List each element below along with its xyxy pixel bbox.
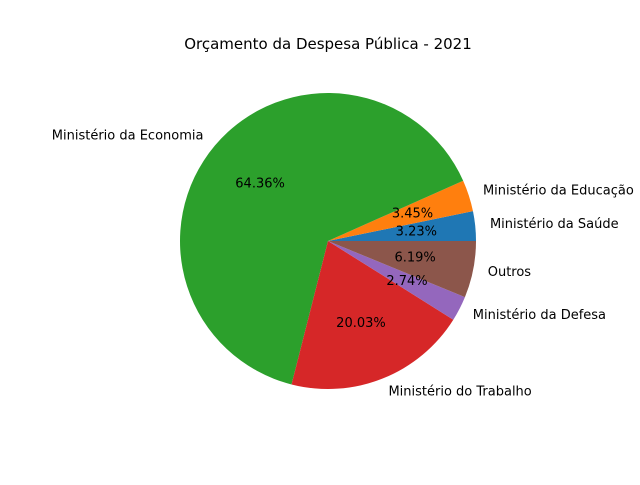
pie-slice-ministerio-da-educacao [328, 180, 473, 241]
pie-slice-ministerio-do-trabalho [291, 241, 454, 389]
pie-slice-outros [328, 241, 476, 298]
slice-percent-ministerio-da-economia: 64.36% [235, 176, 285, 191]
slice-percent-ministerio-do-trabalho: 20.03% [336, 316, 386, 331]
slice-label-ministerio-do-trabalho: Ministério do Trabalho [388, 385, 531, 400]
chart-title: Orçamento da Despesa Pública - 2021 [184, 35, 472, 53]
slice-percent-ministerio-da-defesa: 2.74% [386, 274, 427, 289]
slice-percent-outros: 6.19% [394, 251, 435, 266]
pie-slice-ministerio-da-economia [179, 93, 464, 385]
slice-label-ministerio-da-defesa: Ministério da Defesa [473, 308, 606, 323]
labels-layer: Ministério da Saúde 3.23% Ministério da Ed… [52, 129, 634, 400]
pie-slice-ministerio-da-saude [328, 211, 476, 241]
slices-layer [179, 93, 476, 389]
slice-label-ministerio-da-saude: Ministério da Saúde [490, 217, 619, 232]
slice-percent-ministerio-da-educacao: 3.45% [392, 206, 433, 221]
pie-slice-ministerio-da-defesa [328, 241, 465, 320]
slice-label-ministerio-da-educacao: Ministério da Educação [483, 184, 634, 199]
slice-label-outros: Outros [488, 265, 532, 280]
slice-label-ministerio-da-economia: Ministério da Economia [52, 129, 204, 144]
slice-percent-ministerio-da-saude: 3.23% [396, 225, 437, 240]
